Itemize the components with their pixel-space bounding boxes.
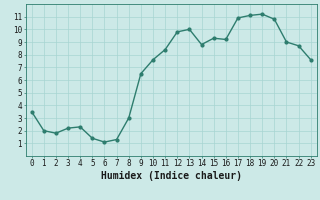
X-axis label: Humidex (Indice chaleur): Humidex (Indice chaleur) (101, 171, 242, 181)
